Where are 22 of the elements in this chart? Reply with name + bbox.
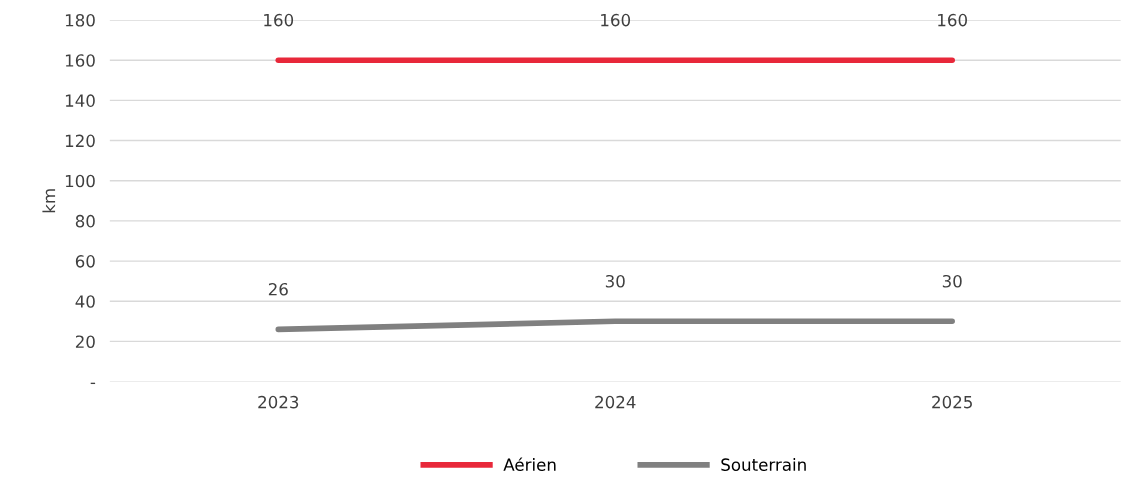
y-tick-label: 140 xyxy=(65,94,95,107)
x-tick-label: 2025 xyxy=(932,395,972,409)
y-tick-label: 180 xyxy=(65,14,95,27)
y-tick-label: - xyxy=(90,382,96,385)
legend-label: Souterrain xyxy=(721,458,806,471)
data-label: 30 xyxy=(942,274,962,288)
data-label: 26 xyxy=(268,282,288,296)
y-tick-label: 40 xyxy=(75,295,95,308)
x-tick-label: 2023 xyxy=(258,395,299,409)
data-label: 160 xyxy=(264,13,294,27)
data-label: 160 xyxy=(938,13,967,27)
legend-label: Aérien xyxy=(503,457,556,471)
y-tick-label: 120 xyxy=(65,134,95,148)
y-tick-label: 160 xyxy=(65,54,95,67)
y-tick-label: 100 xyxy=(65,174,95,188)
y-tick-label: 60 xyxy=(75,255,95,268)
x-tick-label: 2024 xyxy=(595,395,636,409)
y-tick-label: 20 xyxy=(75,335,95,348)
data-label: 160 xyxy=(601,13,631,27)
y-axis-title: km xyxy=(42,189,56,213)
data-label: 30 xyxy=(605,274,625,288)
y-tick-label: 80 xyxy=(75,214,95,228)
